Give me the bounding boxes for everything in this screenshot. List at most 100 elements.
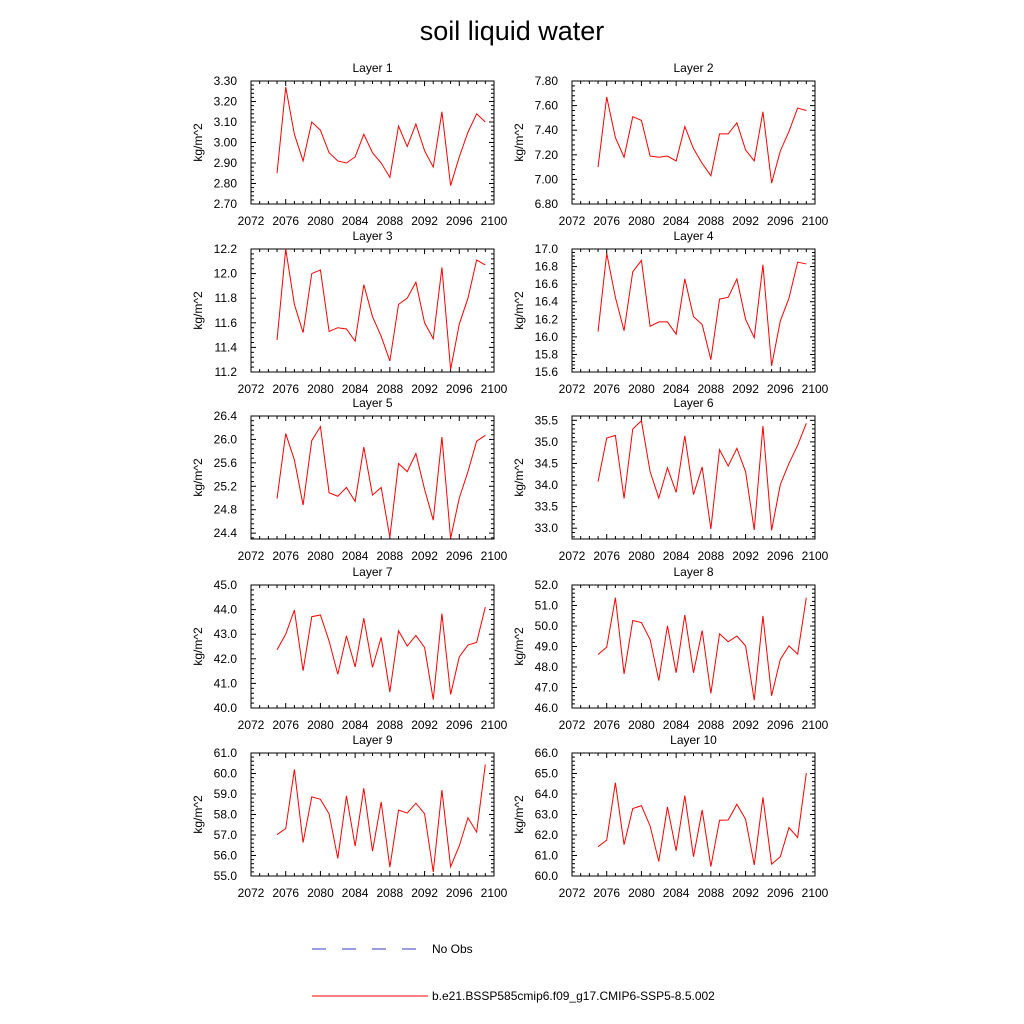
y-tick-label: 45.0	[214, 578, 238, 592]
y-tick-label: 58.0	[214, 808, 238, 822]
x-tick-label: 2072	[238, 214, 265, 228]
x-tick-label: 2088	[377, 382, 404, 396]
panel-4: Layer 4 kg/m^2 2072 2076 2080 2084 2088 2092 209…	[512, 229, 829, 396]
x-tick-label: 2072	[559, 214, 586, 228]
plot-frame	[571, 415, 816, 540]
x-tick-label: 2092	[732, 718, 759, 732]
panel-title: Layer 1	[352, 61, 392, 75]
y-tick-label: 61.0	[535, 849, 559, 863]
y-tick-label: 7.00	[535, 172, 559, 186]
y-tick-label: 51.0	[535, 599, 559, 613]
y-tick-label: 3.30	[214, 74, 238, 88]
y-tick-label: 15.8	[535, 347, 559, 361]
x-tick-label: 2084	[342, 886, 369, 900]
x-tick-label: 2076	[593, 214, 620, 228]
panel-title: Layer 7	[352, 565, 392, 579]
x-tick-label: 2096	[446, 886, 473, 900]
x-tick-label: 2084	[663, 886, 690, 900]
x-tick-label: 2072	[238, 718, 265, 732]
plot-frame	[250, 80, 495, 205]
plot-frame	[571, 248, 816, 373]
x-tick-label: 2092	[732, 214, 759, 228]
x-tick-label: 2084	[663, 382, 690, 396]
x-tick-label: 2080	[307, 214, 334, 228]
x-tick-label: 2072	[559, 718, 586, 732]
panel-8: Layer 8 kg/m^2 2072 2076 2080 2084 2088 2092 209…	[512, 565, 829, 732]
x-tick-label: 2084	[342, 214, 369, 228]
x-tick-label: 2092	[411, 886, 438, 900]
y-tick-label: 2.70	[214, 197, 238, 211]
series-line	[597, 419, 807, 531]
y-tick-label: 12.0	[214, 267, 238, 281]
x-tick-label: 2092	[411, 382, 438, 396]
y-tick-label: 55.0	[214, 869, 238, 883]
y-tick-label: 16.8	[535, 260, 559, 274]
x-tick-label: 2080	[307, 549, 334, 563]
y-tick-label: 7.80	[535, 74, 559, 88]
y-tick-label: 3.10	[214, 115, 238, 129]
x-tick-label: 2100	[802, 718, 829, 732]
series-line	[276, 764, 486, 872]
y-axis-label: kg/m^2	[512, 458, 526, 497]
x-tick-label: 2100	[802, 214, 829, 228]
y-tick-label: 56.0	[214, 849, 238, 863]
x-tick-label: 2084	[342, 549, 369, 563]
y-tick-label: 7.60	[535, 99, 559, 113]
x-tick-label: 2076	[272, 214, 299, 228]
series-line	[597, 96, 807, 184]
y-tick-label: 2.80	[214, 177, 238, 191]
x-tick-label: 2092	[732, 549, 759, 563]
x-tick-label: 2096	[446, 718, 473, 732]
y-tick-label: 59.0	[214, 787, 238, 801]
plot-frame	[250, 248, 495, 373]
legend-label-model: b.e21.BSSP585cmip6.f09_g17.CMIP6-SSP5-8.…	[432, 989, 715, 1003]
x-tick-label: 2072	[559, 382, 586, 396]
y-tick-label: 7.20	[535, 148, 559, 162]
figure-title: soil liquid water	[420, 16, 605, 46]
y-tick-label: 24.8	[214, 503, 238, 517]
y-axis-label: kg/m^2	[191, 627, 205, 666]
x-tick-label: 2100	[802, 886, 829, 900]
x-tick-label: 2092	[411, 549, 438, 563]
plot-frame	[250, 415, 495, 540]
y-tick-label: 16.0	[535, 330, 559, 344]
panel-5: Layer 5 kg/m^2 2072 2076 2080 2084 2088 2092 209…	[191, 396, 508, 563]
panel-title: Layer 5	[352, 396, 392, 410]
x-tick-label: 2096	[767, 886, 794, 900]
x-tick-label: 2100	[481, 886, 508, 900]
y-tick-label: 11.2	[215, 365, 238, 379]
x-tick-label: 2084	[663, 718, 690, 732]
y-tick-label: 16.2	[535, 312, 559, 326]
series-line	[276, 248, 486, 370]
y-tick-label: 41.0	[214, 676, 238, 690]
x-tick-label: 2076	[272, 718, 299, 732]
y-tick-label: 40.0	[214, 701, 238, 715]
y-tick-label: 35.0	[535, 435, 559, 449]
x-tick-label: 2088	[377, 214, 404, 228]
y-tick-label: 50.0	[535, 619, 559, 633]
y-tick-label: 3.00	[214, 136, 238, 150]
y-tick-label: 33.5	[535, 500, 559, 514]
y-tick-label: 43.0	[214, 627, 238, 641]
x-tick-label: 2076	[272, 382, 299, 396]
panels: Layer 1 kg/m^2 2072 2076 2080 2084 2088 2092 209…	[191, 61, 829, 900]
y-tick-label: 52.0	[535, 578, 559, 592]
x-tick-label: 2080	[628, 886, 655, 900]
x-tick-label: 2072	[238, 549, 265, 563]
plot-frame	[250, 584, 495, 709]
y-tick-label: 25.6	[214, 456, 238, 470]
panel-title: Layer 9	[352, 733, 392, 747]
x-tick-label: 2080	[628, 382, 655, 396]
y-tick-label: 15.6	[535, 365, 559, 379]
y-tick-label: 47.0	[535, 681, 559, 695]
y-axis-label: kg/m^2	[191, 123, 205, 162]
y-axis-label: kg/m^2	[191, 291, 205, 330]
panel-7: Layer 7 kg/m^2 2072 2076 2080 2084 2088 2092 209…	[191, 565, 508, 732]
panel-title: Layer 4	[673, 229, 713, 243]
y-tick-label: 42.0	[214, 652, 238, 666]
y-tick-label: 46.0	[535, 701, 559, 715]
y-axis-label: kg/m^2	[191, 795, 205, 834]
y-tick-label: 16.6	[535, 277, 559, 291]
panel-2: Layer 2 kg/m^2 2072 2076 2080 2084 2088 2092 209…	[512, 61, 829, 228]
